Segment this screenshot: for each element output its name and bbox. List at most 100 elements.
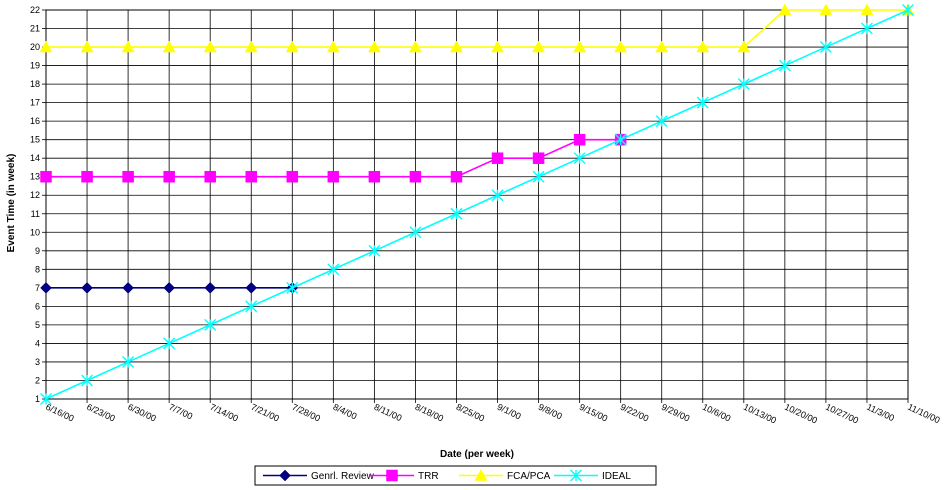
legend-item-trr: TRR — [370, 469, 439, 482]
data-point — [450, 170, 463, 183]
legend-marker — [570, 469, 582, 482]
grid-lines — [45, 9, 909, 400]
legend-label: FCA/PCA — [507, 471, 551, 482]
data-point — [245, 300, 258, 313]
x-tick-label: 9/22/00 — [619, 402, 650, 424]
y-tick-label: 9 — [35, 246, 40, 256]
x-tick-label: 7/7/00 — [167, 402, 194, 422]
data-point — [81, 170, 93, 183]
legend-label: TRR — [418, 471, 439, 482]
data-point — [737, 40, 751, 53]
y-tick-label: 4 — [35, 338, 40, 348]
data-point — [860, 22, 873, 35]
data-point — [368, 244, 381, 257]
x-tick-label: 10/13/00 — [742, 402, 778, 426]
data-point — [163, 282, 175, 294]
data-point — [163, 337, 176, 350]
y-tick-label: 1 — [35, 394, 40, 404]
x-tick-label: 10/20/00 — [783, 402, 819, 426]
y-axis-title: Event Time (in week) — [6, 154, 17, 253]
series-layer — [39, 3, 915, 405]
data-point — [491, 189, 504, 202]
series-trr — [40, 133, 627, 183]
data-point — [655, 40, 669, 53]
series-fca-pca — [39, 3, 915, 53]
y-tick-label: 19 — [30, 61, 40, 71]
data-point — [122, 282, 134, 294]
data-point — [286, 170, 299, 183]
y-tick-label: 16 — [30, 116, 40, 126]
data-point — [244, 40, 258, 53]
data-point — [655, 115, 668, 128]
x-tick-label: 6/16/00 — [44, 402, 75, 424]
data-point — [409, 226, 422, 239]
data-point — [122, 355, 135, 368]
x-tick-label: 6/30/00 — [126, 402, 157, 424]
legend-item-fca-pca: FCA/PCA — [459, 468, 551, 482]
x-axis-title: Date (per week) — [440, 449, 514, 460]
data-point — [81, 374, 94, 387]
data-point — [245, 170, 257, 183]
y-tick-label: 6 — [35, 301, 40, 311]
x-tick-label: 6/23/00 — [85, 402, 116, 424]
data-point — [614, 40, 628, 53]
data-point — [121, 40, 135, 53]
data-point — [573, 152, 586, 165]
series-line — [46, 9, 908, 48]
data-point — [409, 40, 422, 53]
data-point — [450, 40, 463, 53]
data-point — [778, 59, 791, 72]
data-point — [737, 78, 750, 91]
data-point — [327, 170, 340, 183]
legend-label: Genrl. Review — [311, 471, 375, 482]
data-point — [204, 282, 217, 294]
data-point — [614, 133, 627, 146]
y-tick-label: 11 — [31, 209, 40, 219]
x-tick-label: 8/25/00 — [455, 402, 486, 424]
data-point — [860, 3, 874, 16]
data-point — [450, 207, 463, 220]
y-tick-label: 18 — [30, 79, 40, 89]
y-tick-label: 10 — [30, 227, 40, 237]
y-tick-label: 7 — [35, 283, 40, 293]
data-point — [39, 40, 53, 53]
data-point — [40, 282, 52, 294]
data-point — [40, 393, 52, 405]
x-tick-label: 10/27/00 — [824, 402, 860, 426]
x-tick-label: 7/21/00 — [249, 402, 280, 424]
x-tick-label: 9/8/00 — [537, 402, 564, 422]
data-point — [902, 4, 914, 16]
data-point — [368, 170, 381, 183]
legend-item-genrl-review: Genrl. Review — [263, 469, 375, 482]
data-point — [819, 41, 832, 54]
x-tick-label: 11/3/00 — [865, 402, 896, 423]
data-point — [163, 170, 175, 183]
data-point — [327, 263, 340, 276]
y-tick-label: 21 — [30, 24, 40, 34]
y-tick-label: 22 — [30, 5, 40, 15]
x-tick-label: 8/11/00 — [373, 402, 404, 423]
data-point — [81, 282, 93, 294]
y-tick-label: 20 — [30, 42, 40, 52]
data-point — [573, 133, 586, 146]
y-tick-label: 5 — [35, 320, 40, 330]
series-line — [45, 9, 909, 400]
data-point — [491, 40, 504, 53]
data-point — [532, 40, 545, 53]
x-tick-label: 11/10/00 — [906, 402, 941, 426]
data-point — [40, 170, 52, 183]
data-point — [162, 40, 176, 53]
data-point — [409, 170, 422, 183]
x-tick-label: 7/14/00 — [208, 402, 239, 424]
data-point — [286, 281, 299, 294]
y-tick-label: 13 — [30, 172, 40, 182]
series-ideal — [40, 4, 914, 405]
y-tick-label: 2 — [35, 375, 40, 385]
y-tick-label: 14 — [30, 153, 40, 163]
x-axis-ticks: 6/16/00 6/23/00 6/30/00 7/7/00 7/14/00 7/21/0… — [44, 399, 942, 426]
legend-marker — [386, 469, 398, 482]
legend-box — [254, 465, 657, 486]
